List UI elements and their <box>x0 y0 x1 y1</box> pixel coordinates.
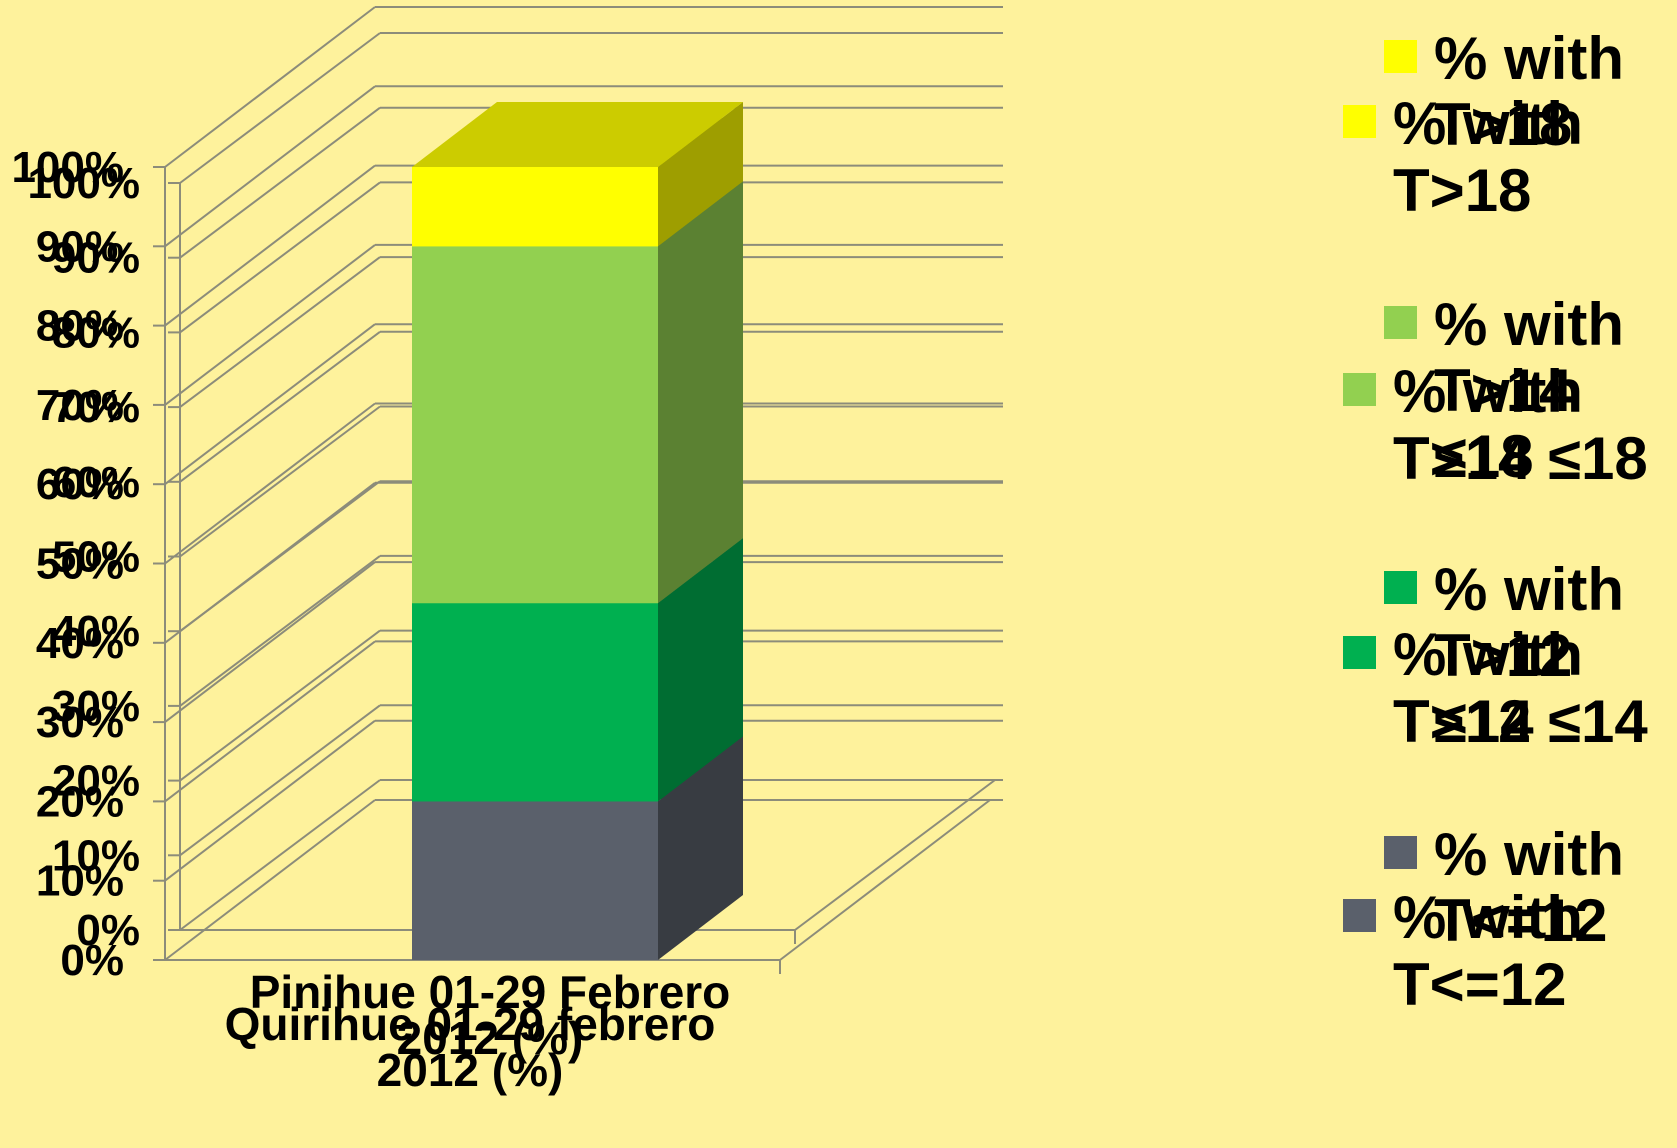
gridline-side <box>179 779 381 931</box>
y-tick-label: 70% <box>52 383 140 432</box>
legend-label: % with <box>1393 90 1583 157</box>
y-tick-label: 20% <box>36 777 124 826</box>
gridline-side <box>179 32 381 184</box>
y-tick-label: 60% <box>52 458 140 507</box>
gridline-side <box>164 244 376 406</box>
gridline-side <box>179 704 381 857</box>
y-tick-label: 80% <box>36 302 124 351</box>
floor-edge <box>779 799 991 961</box>
gridline-side <box>164 561 376 723</box>
legend-swatch <box>1343 105 1376 138</box>
x-category-label: Quirihue 01-29 febrero <box>225 998 716 1050</box>
y-tick-label: 50% <box>36 540 124 589</box>
x-category-label: 2012 (%) <box>397 1012 584 1064</box>
gridline-side <box>164 799 376 961</box>
gridline-side <box>164 164 376 327</box>
legend-swatch <box>1384 40 1417 73</box>
legend-label: % with <box>1393 621 1583 688</box>
y-tick-label: 40% <box>52 607 140 656</box>
legend-swatch <box>1384 836 1417 869</box>
gridline-side <box>179 629 381 782</box>
legend-label: T>12 <box>1434 622 1572 689</box>
gridline-side <box>164 323 376 485</box>
gridline-side <box>164 6 376 168</box>
legend-swatch <box>1343 373 1376 406</box>
y-tick-label: 70% <box>36 381 124 430</box>
gridline-side <box>179 330 381 483</box>
legend-label: T>14 <box>1434 357 1573 424</box>
gridline-side <box>164 85 376 248</box>
bar-segment-side <box>658 736 743 960</box>
legend-label: T>14 ≤18 <box>1393 425 1648 492</box>
bar-segment-side <box>658 102 743 247</box>
legend-label: % with <box>1393 358 1583 425</box>
legend-label: ≤18 <box>1434 423 1534 490</box>
gridline-side <box>164 719 376 882</box>
x-category-label: 2012 (%) <box>377 1044 564 1096</box>
x-category-label: Pinihue 01-29 Febrero <box>250 966 731 1018</box>
y-tick-label: 40% <box>36 619 124 668</box>
legend-label: T>18 <box>1434 91 1572 158</box>
y-tick-label: 30% <box>52 682 140 731</box>
legend-swatch <box>1384 306 1417 339</box>
y-tick-label: 90% <box>52 234 140 283</box>
gridline-side <box>164 482 376 644</box>
chart-layer-front: 0%10%20%30%40%50%60%70%80%90%100%Pinihue… <box>11 6 1003 1064</box>
legend-label: % with <box>1393 884 1583 951</box>
bar-segment <box>412 801 658 960</box>
gridline-side <box>164 640 376 803</box>
bar-segment <box>412 603 658 802</box>
y-tick-label: 100% <box>27 159 140 208</box>
gridline-side <box>179 181 381 334</box>
bar-top-face <box>412 102 743 167</box>
y-tick-label: 50% <box>52 533 140 582</box>
bar-segment-side <box>658 538 743 802</box>
y-tick-label: 0% <box>76 906 140 955</box>
gridline-side <box>179 555 381 707</box>
legend-swatch <box>1384 571 1417 604</box>
legend-label: % with <box>1434 821 1624 888</box>
legend-swatch <box>1343 899 1376 932</box>
y-tick-label: 60% <box>36 460 124 509</box>
legend-swatch <box>1343 636 1376 669</box>
bar-segment-side <box>658 181 743 604</box>
gridline-side <box>164 402 376 565</box>
legend-label: T<=12 <box>1393 951 1566 1018</box>
gridline-side <box>179 106 381 259</box>
y-tick-label: 10% <box>36 857 124 906</box>
y-tick-label: 30% <box>36 698 124 747</box>
legend-label: T<=12 <box>1434 887 1607 954</box>
floor-edge <box>794 779 996 931</box>
bar-segment <box>412 167 658 247</box>
y-tick-label: 20% <box>52 757 140 806</box>
y-tick-label: 100% <box>11 143 124 192</box>
legend-label: % with <box>1434 556 1624 623</box>
y-tick-label: 90% <box>36 222 124 271</box>
y-tick-label: 10% <box>52 831 140 880</box>
y-tick-label: 80% <box>52 308 140 357</box>
legend-label: T>18 <box>1393 157 1531 224</box>
legend-label: % with <box>1434 291 1624 358</box>
bar-segment <box>412 246 658 604</box>
gridline-side <box>179 256 381 408</box>
legend-label: % with <box>1434 25 1624 92</box>
legend-label: T>12 ≤14 <box>1393 688 1648 755</box>
y-tick-label: 0% <box>60 936 124 985</box>
legend-label: ≤14 <box>1434 688 1534 755</box>
gridline-side <box>179 405 381 558</box>
